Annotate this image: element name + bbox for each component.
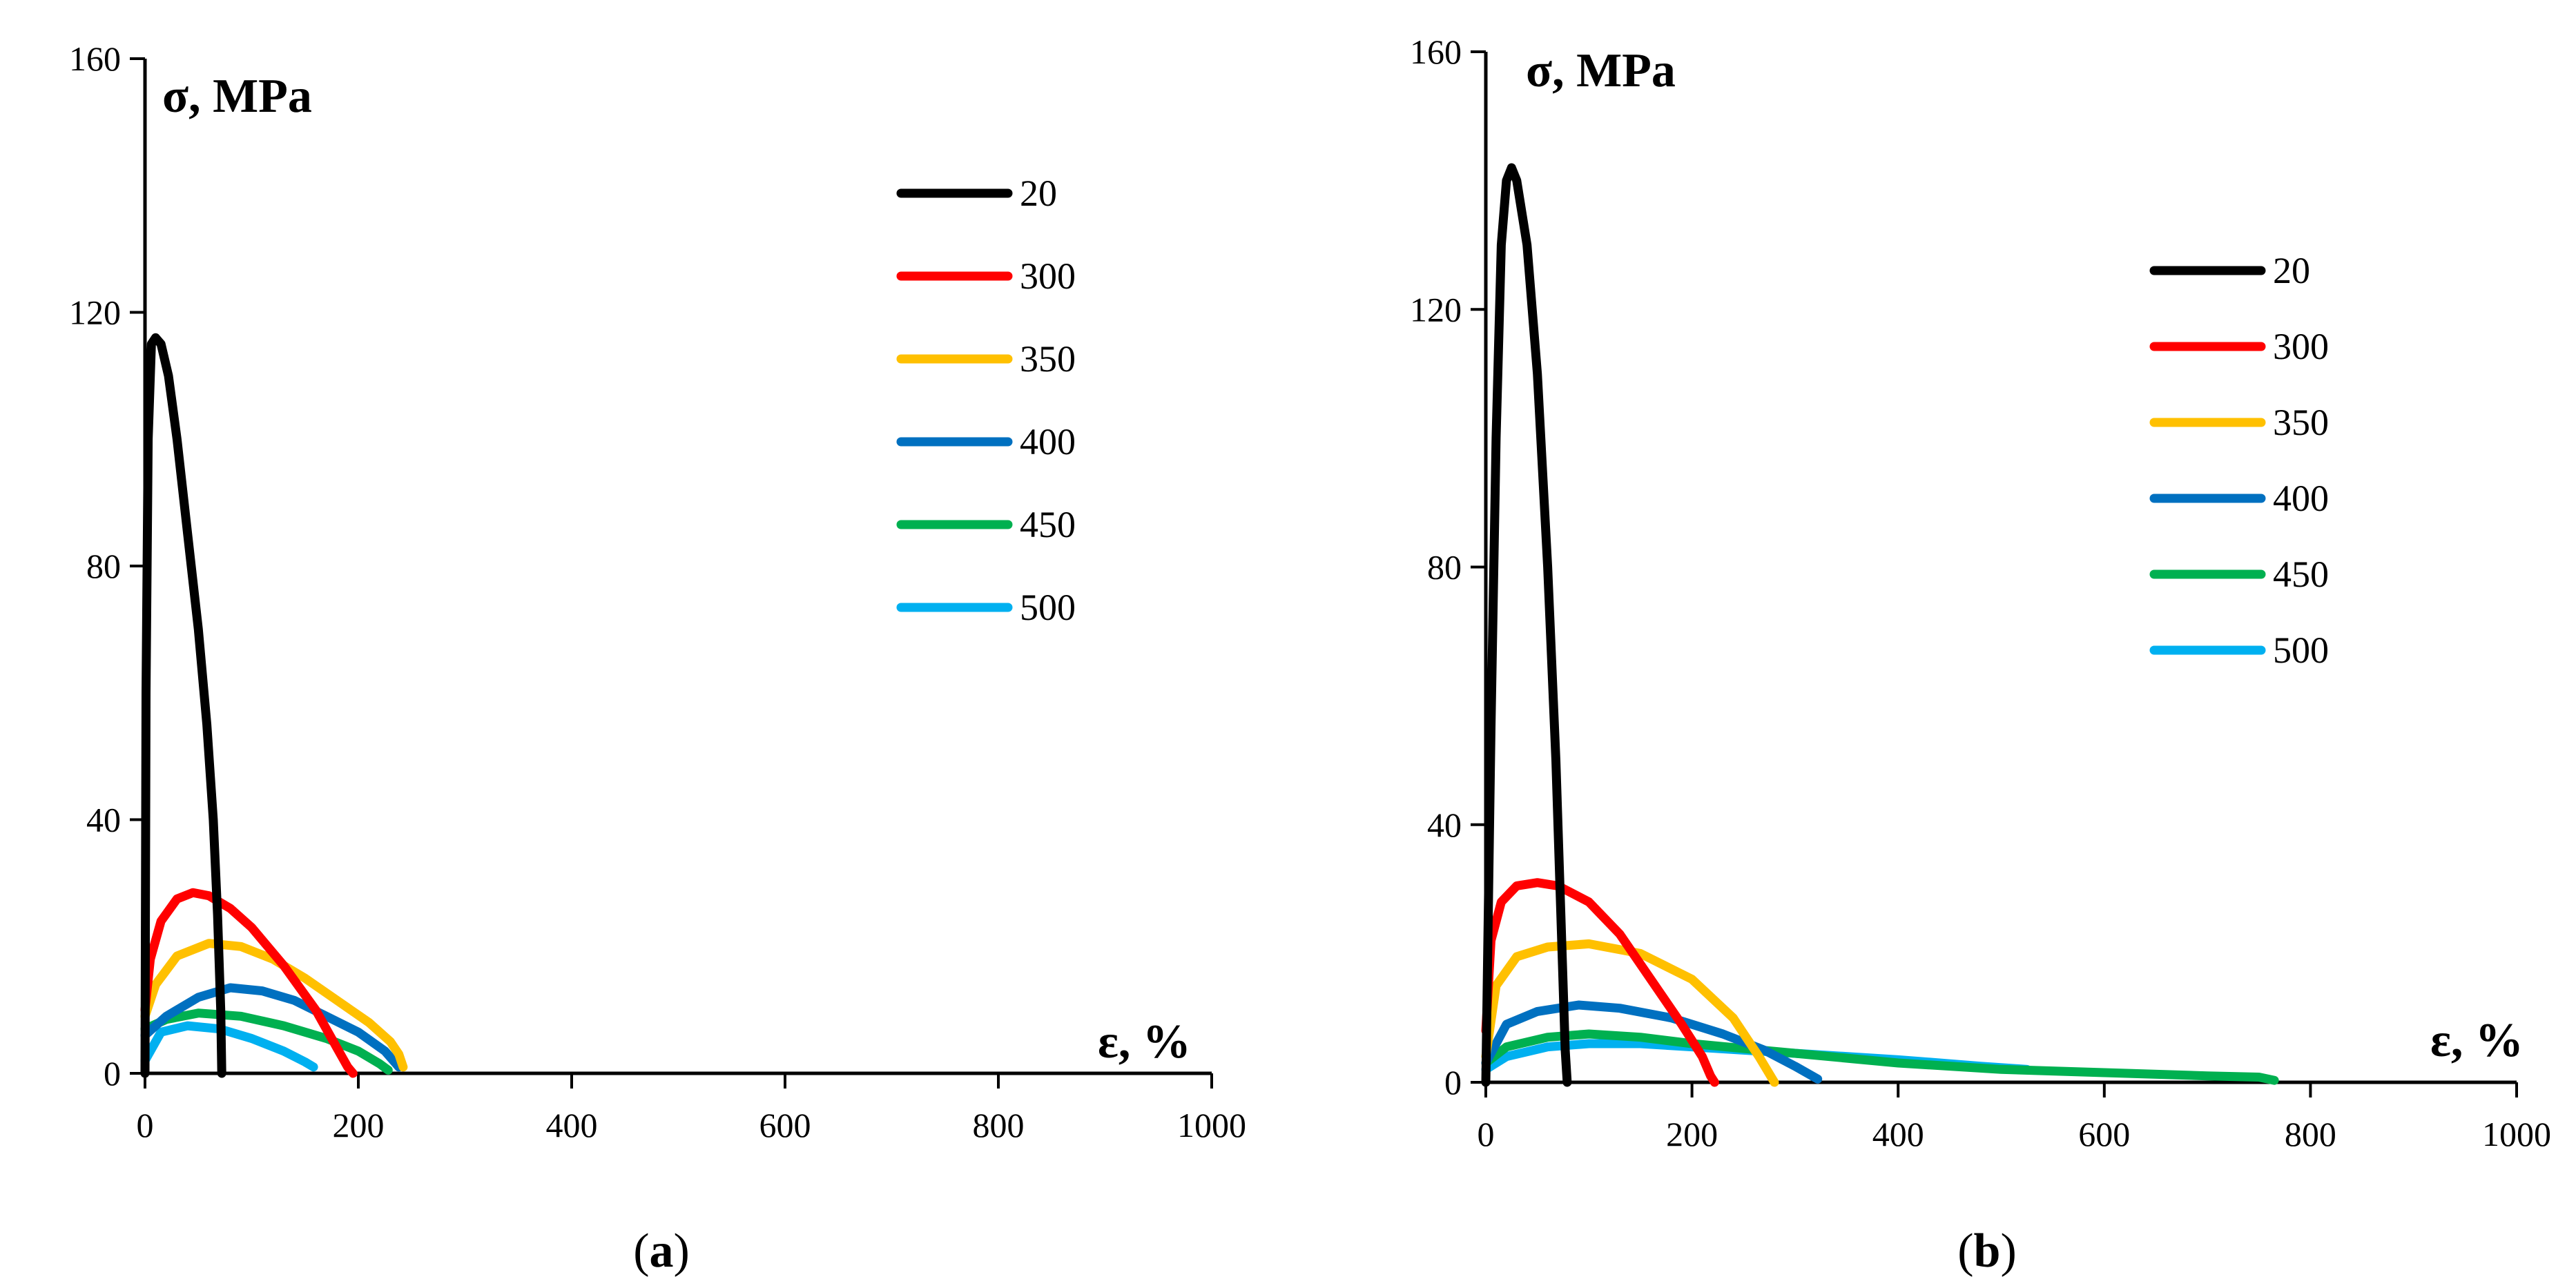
panel-a-series-line-450 xyxy=(140,1008,393,1075)
panel-b-series-line-20 xyxy=(1481,163,1572,1087)
panel-b-legend-label-400: 400 xyxy=(2273,478,2329,519)
panel-a-y-tick-label: 40 xyxy=(86,801,121,839)
panel-a-legend-label-450: 450 xyxy=(1020,504,1076,545)
panel-a-x-tick-label: 800 xyxy=(973,1106,1025,1144)
panel-a-y-tick-label: 0 xyxy=(104,1054,121,1093)
panel-a-series-line-400 xyxy=(140,983,404,1072)
panel-b-x-tick-label: 0 xyxy=(1478,1115,1495,1153)
panel-b: 0 40 80 120 160 0 200 400 600 800 1000 20 300 350 400 4… xyxy=(1410,32,2551,1153)
panel-a-legend-label-350: 350 xyxy=(1020,338,1076,380)
panel-b-y-tick-label: 160 xyxy=(1410,32,1462,71)
panel-b-y-axis-label: σ, MPa xyxy=(1526,44,1676,97)
panel-a-y-tick-label: 80 xyxy=(86,547,121,585)
panel-b-y-tick-label: 120 xyxy=(1410,290,1462,329)
panel-a-y-tick-label: 120 xyxy=(69,293,121,332)
panel-b-caption: (b) xyxy=(1957,1224,2017,1278)
panel-b-series-line-300 xyxy=(1481,878,1719,1087)
panel-b-legend-label-20: 20 xyxy=(2273,250,2310,291)
panel-b-y-tick-label: 40 xyxy=(1427,806,1462,844)
panel-b-legend-label-500: 500 xyxy=(2273,630,2329,671)
panel-b-y-tick-label: 0 xyxy=(1444,1063,1462,1102)
panel-b-x-tick-label: 1000 xyxy=(2482,1115,2551,1153)
panel-b-x-tick-label: 400 xyxy=(1872,1115,1924,1153)
panel-a-legend-label-400: 400 xyxy=(1020,421,1076,462)
panel-b-y-tick-label: 80 xyxy=(1427,548,1462,587)
panel-a-x-tick-label: 0 xyxy=(137,1106,154,1144)
panel-a-x-tick-label: 1000 xyxy=(1177,1106,1246,1144)
panel-a-legend-label-500: 500 xyxy=(1020,587,1076,628)
panel-a: 0 40 80 120 160 0 200 400 600 800 1000 20 300 350 400 4… xyxy=(69,39,1246,1144)
panel-a-y-axis-label: σ, MPa xyxy=(162,70,312,123)
panel-b-series-line-450 xyxy=(1481,1029,2279,1085)
panel-a-legend-label-300: 300 xyxy=(1020,255,1076,297)
panel-a-legend-label-20: 20 xyxy=(1020,173,1057,214)
panel-b-x-tick-label: 800 xyxy=(2285,1115,2336,1153)
panel-b-legend-label-300: 300 xyxy=(2273,326,2329,367)
panel-a-x-tick-label: 400 xyxy=(546,1106,598,1144)
panel-b-x-tick-label: 200 xyxy=(1666,1115,1718,1153)
panel-a-caption: (a) xyxy=(633,1224,690,1278)
panel-b-legend-label-450: 450 xyxy=(2273,554,2329,595)
panel-b-series-line-400 xyxy=(1481,1000,1823,1084)
panel-a-series-line-500 xyxy=(140,1021,318,1072)
panel-b-x-axis-label: ε, % xyxy=(2430,1014,2524,1067)
panel-b-series-line-350 xyxy=(1481,939,1779,1087)
panel-b-x-tick-label: 600 xyxy=(2078,1115,2130,1153)
panel-a-series-line-300 xyxy=(140,888,358,1078)
panel-a-y-tick-label: 160 xyxy=(69,39,121,78)
panel-a-x-axis-label: ε, % xyxy=(1098,1015,1191,1069)
panel-b-legend-label-350: 350 xyxy=(2273,402,2329,443)
panel-a-series-line-20 xyxy=(140,333,226,1078)
panel-a-x-tick-label: 600 xyxy=(759,1106,811,1144)
panel-a-x-tick-label: 200 xyxy=(333,1106,385,1144)
